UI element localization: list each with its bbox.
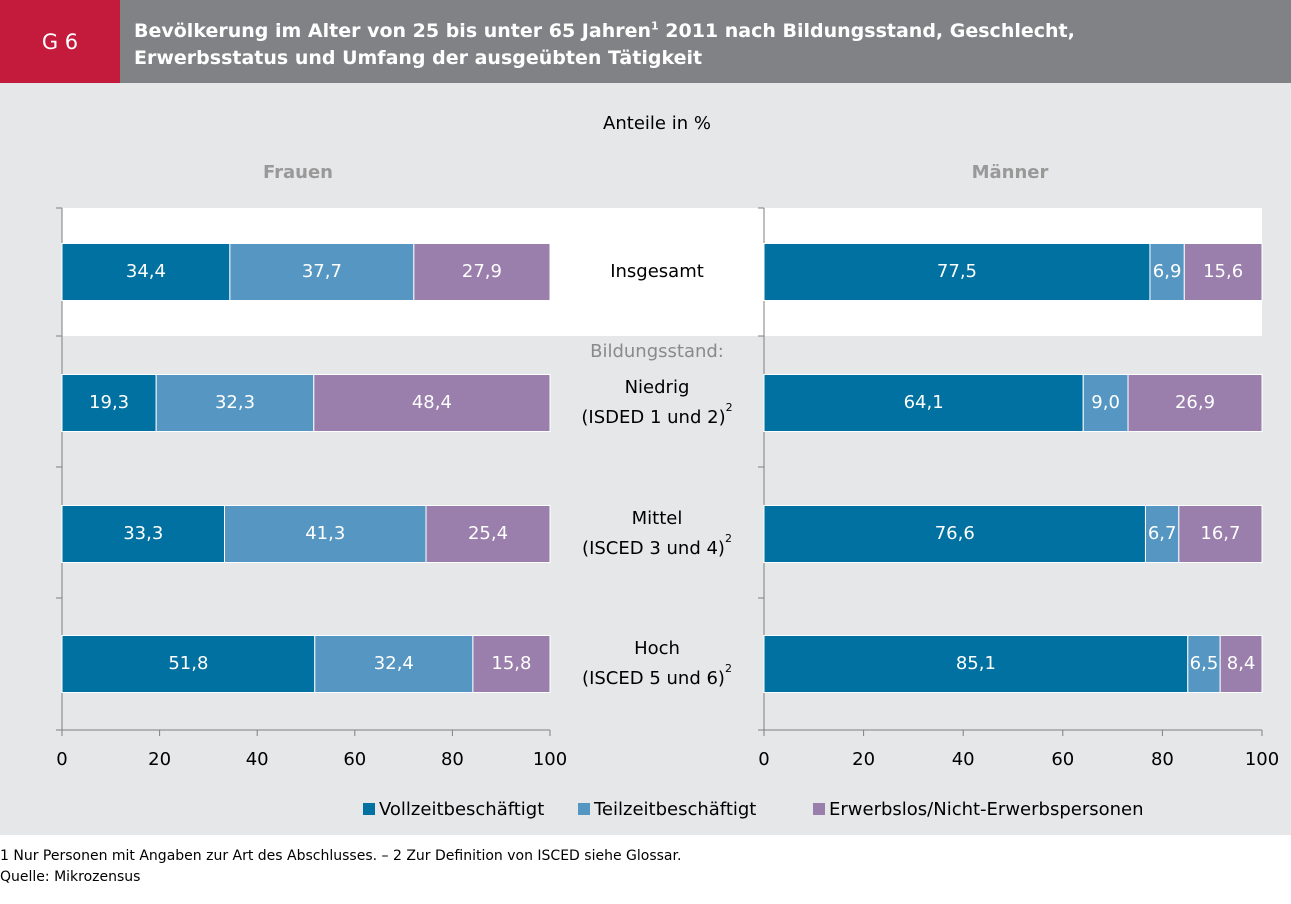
bar-segment [1178,505,1263,563]
value-label: 6,9 [1153,261,1182,282]
footnote-ref: 2 [725,662,732,675]
value-label: 32,3 [215,392,255,413]
bar-segment [229,243,415,301]
bar-segment [763,505,1146,563]
bar-segment [61,635,316,693]
bar-segment [763,635,1189,693]
chart-title: Bevölkerung im Alter von 25 bis unter 65… [120,0,1291,83]
category-text: (ISCED 3 und 4) [582,538,725,559]
bar-segment [61,243,231,301]
value-label: 33,3 [123,523,163,544]
value-label: 27,9 [462,261,502,282]
title-text: Bevölkerung im Alter von 25 bis unter 65… [134,20,651,42]
x-tick-label: 80 [1151,749,1174,770]
bar-segment [61,374,157,432]
value-label: 51,8 [168,653,208,674]
legend-label: Teilzeitbeschäftigt [593,799,756,820]
panel-title: Frauen [263,162,333,183]
footnote-ref: 2 [725,532,732,545]
bar-segment [413,243,551,301]
category-text: Mittel [632,508,683,529]
footnote: 1 Nur Personen mit Angaben zur Art des A… [0,848,682,864]
value-label: 15,6 [1203,261,1243,282]
x-tick-label: 40 [952,749,975,770]
value-label: 77,5 [937,261,977,282]
legend-label: Erwerbslos/Nicht-Erwerbspersonen [829,799,1144,820]
subtitle: Anteile in % [603,113,711,134]
value-label: 32,4 [374,653,414,674]
value-label: 16,7 [1200,523,1240,544]
bar-segment [1219,635,1263,693]
category-text: Insgesamt [610,261,704,282]
panel-title: Männer [972,162,1049,183]
value-label: 25,4 [468,523,508,544]
x-tick-label: 20 [148,749,171,770]
bar-segment [472,635,551,693]
value-label: 85,1 [956,653,996,674]
category-label: (ISCED 3 und 4)2 [582,532,732,559]
bar-segment [1082,374,1129,432]
value-label: 9,0 [1091,392,1120,413]
bar-segment [763,374,1084,432]
figure-label: G 6 [0,0,120,83]
x-tick-label: 0 [758,749,769,770]
group-label: Bildungsstand: [590,341,724,362]
value-label: 6,7 [1148,523,1177,544]
value-label: 48,4 [412,392,452,413]
bar-segment [313,374,551,432]
title-text: Erwerbsstatus und Umfang der ausgeübten … [134,47,703,69]
legend-swatch [813,803,825,815]
footnote-ref: 1 [651,19,659,33]
x-tick-label: 60 [343,749,366,770]
legend-swatch [578,803,590,815]
footnote: Quelle: Mikrozensus [0,869,141,885]
bar-segment [61,505,226,563]
value-label: 26,9 [1175,392,1215,413]
footnote-ref: 2 [726,401,733,414]
value-label: 41,3 [305,523,345,544]
x-tick-label: 0 [56,749,67,770]
category-text: Hoch [634,638,680,659]
category-label: Insgesamt [610,261,704,282]
bar-segment [1183,243,1263,301]
title-text: 2011 nach Bildungsstand, Geschlecht, [658,20,1075,42]
value-label: 8,4 [1227,653,1256,674]
bar-segment [1144,505,1180,563]
x-tick-label: 40 [246,749,269,770]
x-tick-label: 100 [1245,749,1279,770]
x-tick-label: 60 [1051,749,1074,770]
value-label: 34,4 [126,261,166,282]
value-label: 19,3 [89,392,129,413]
legend-swatch [363,803,375,815]
value-label: 64,1 [904,392,944,413]
category-label: (ISDED 1 und 2)2 [581,401,732,428]
bar-segment [763,243,1151,301]
category-label: Hoch [634,638,680,659]
value-label: 37,7 [302,261,342,282]
legend-label: Vollzeitbeschäftigt [379,799,544,820]
bar-segment [425,505,551,563]
x-tick-label: 20 [852,749,875,770]
footnotes: 1 Nur Personen mit Angaben zur Art des A… [0,846,681,888]
bar-segment [155,374,315,432]
category-text: Niedrig [625,377,690,398]
category-text: (ISDED 1 und 2) [581,407,725,428]
chart: Anteile in % Bildungsstand: Insgesamt Nie… [0,83,1291,835]
value-label: 76,6 [935,523,975,544]
background [0,83,1291,835]
x-tick-label: 100 [533,749,567,770]
bar-segment [224,505,427,563]
x-tick-label: 80 [441,749,464,770]
category-label: Niedrig [625,377,690,398]
category-label: (ISCED 5 und 6)2 [582,662,732,689]
category-label: Mittel [632,508,683,529]
bar-segment [1127,374,1263,432]
value-label: 15,8 [491,653,531,674]
category-text: (ISCED 5 und 6) [582,668,725,689]
bar-segment [314,635,474,693]
value-label: 6,5 [1190,653,1219,674]
